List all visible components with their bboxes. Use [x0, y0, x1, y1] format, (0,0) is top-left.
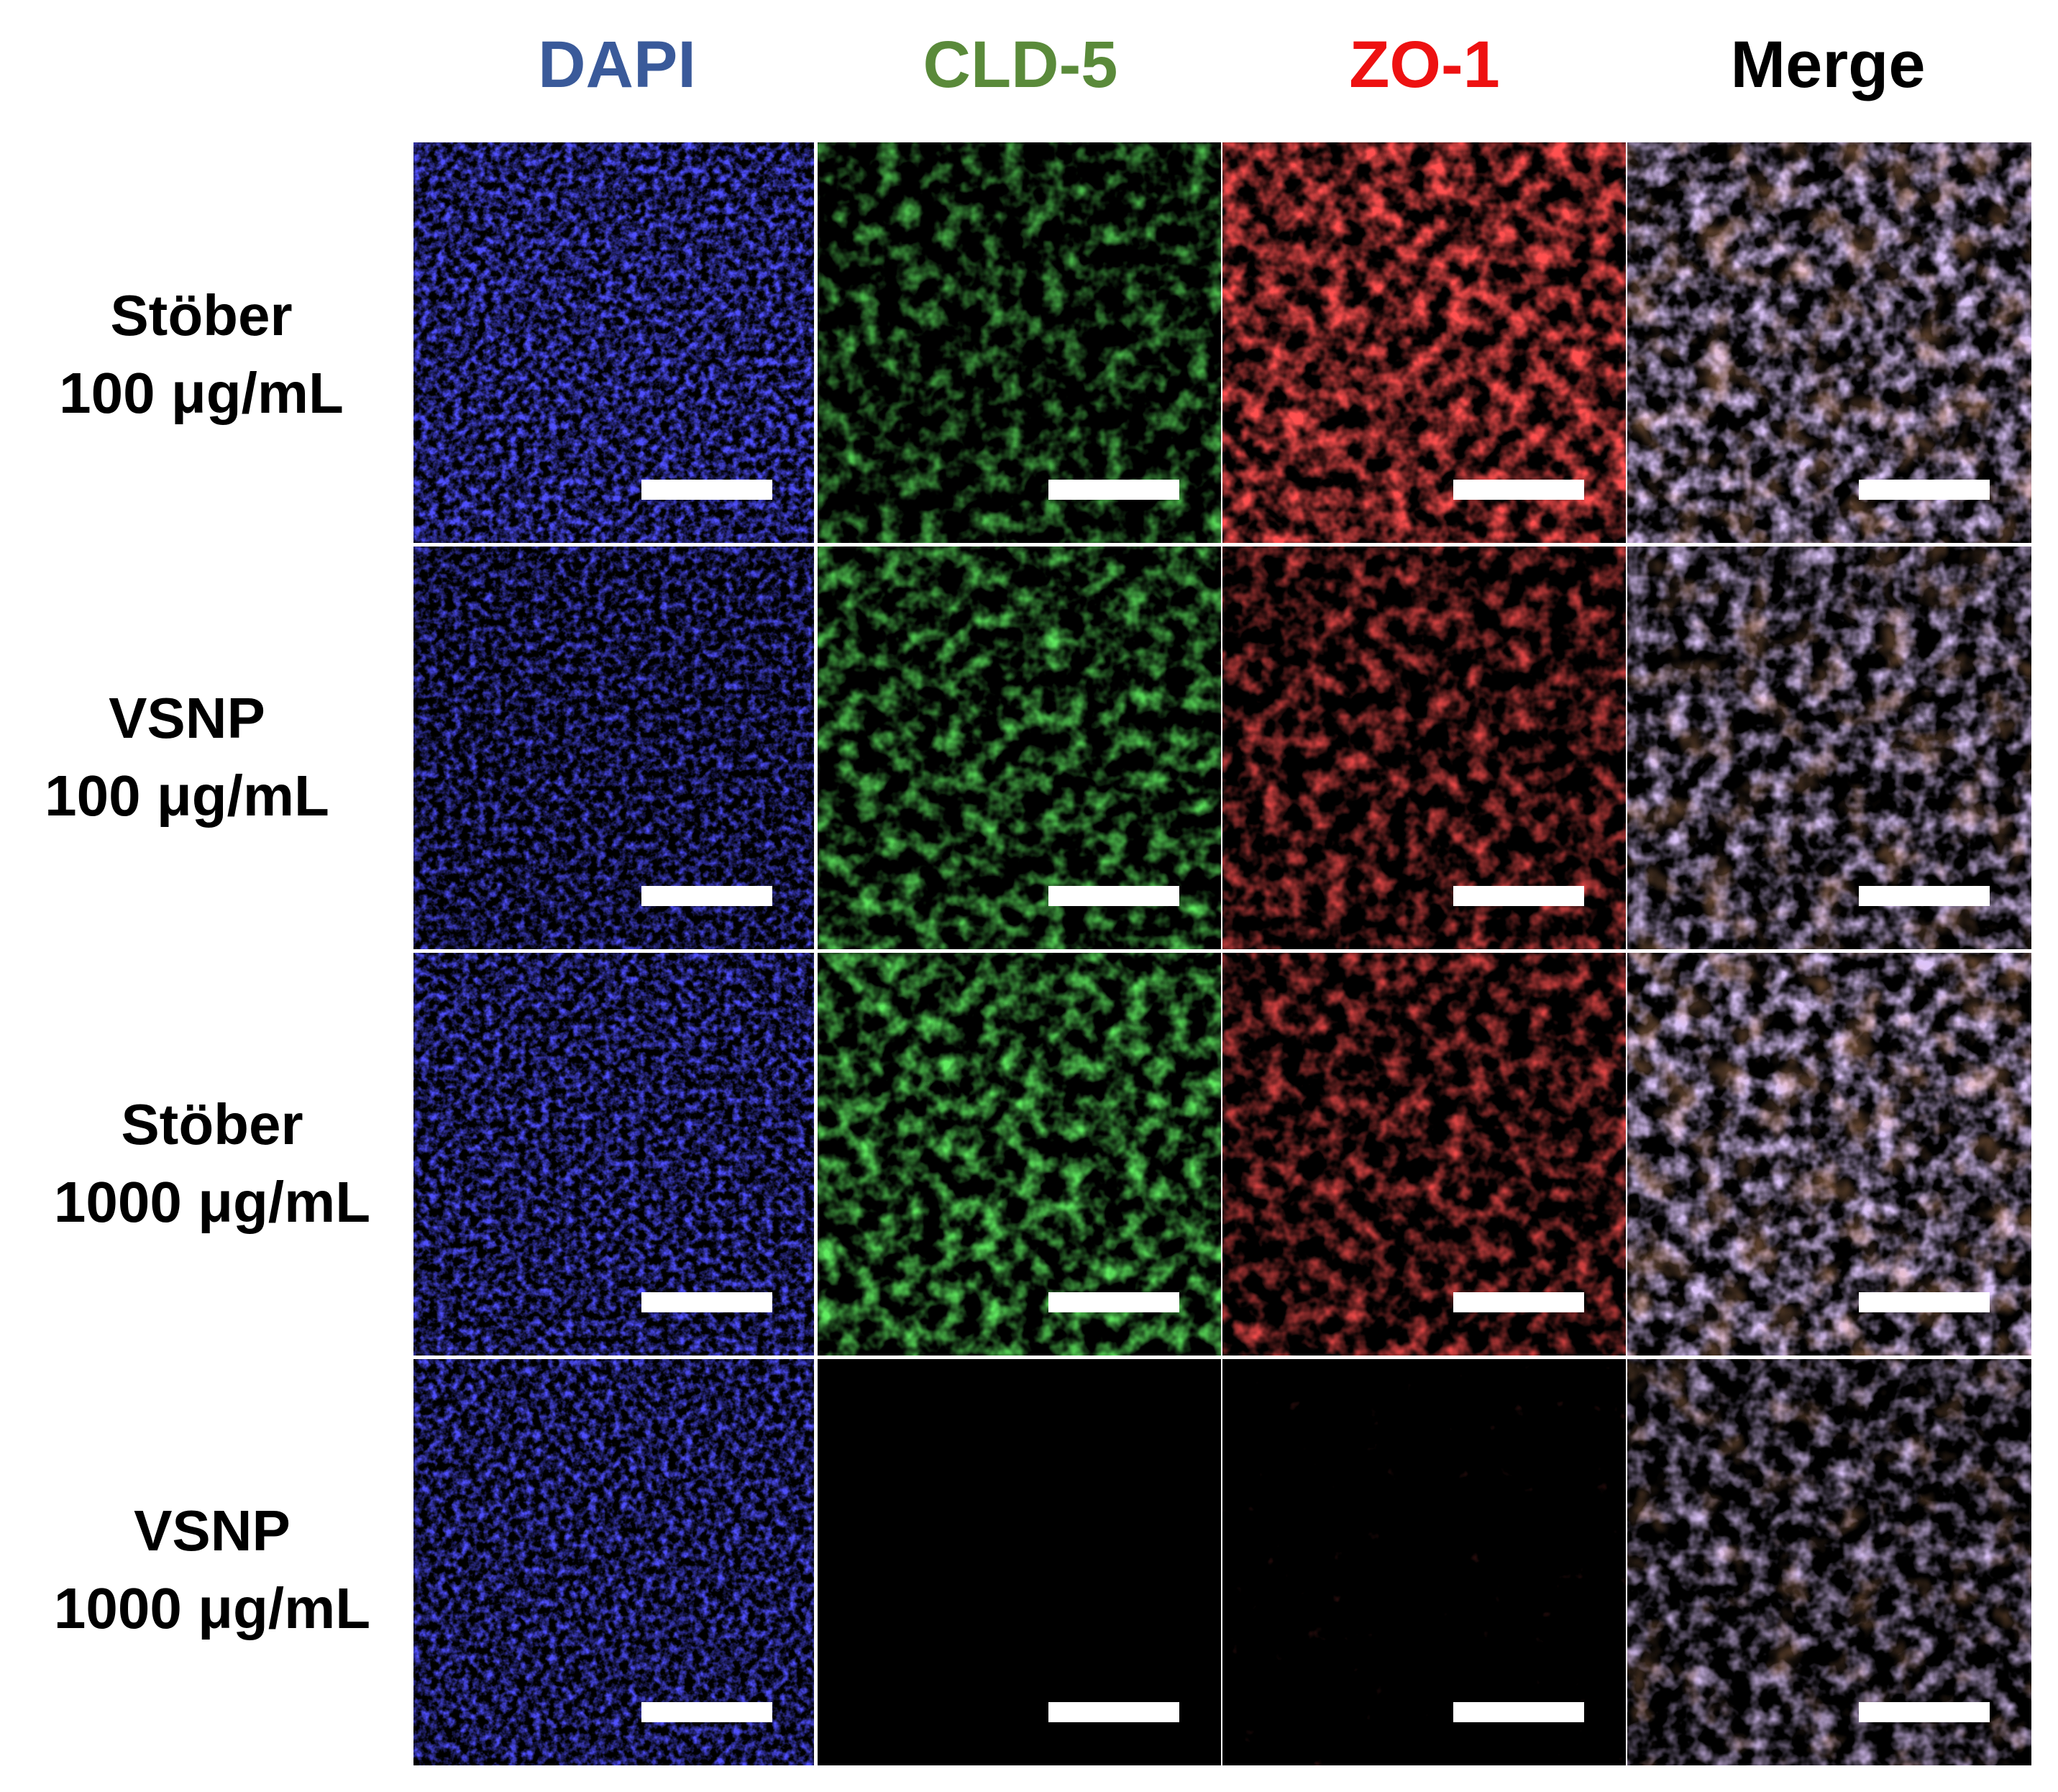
scale-bar [1453, 1702, 1584, 1722]
row-label-4: VSNP 1000 μg/mL [11, 1492, 413, 1647]
micrograph-merge-row-2 [1627, 547, 2031, 949]
column-header-cld5: CLD-5 [923, 28, 1118, 101]
micrograph-cld5-row-4 [818, 1359, 1221, 1765]
row-label-2-sample: VSNP [109, 686, 265, 750]
micrograph-merge-row-1 [1627, 142, 2031, 543]
column-header-merge: Merge [1730, 28, 1926, 101]
scale-bar [1048, 1702, 1179, 1722]
micrograph-dapi-row-2 [413, 547, 814, 949]
scale-bar [1859, 886, 1990, 906]
scale-bar [1859, 1292, 1990, 1312]
scale-bar [641, 1292, 772, 1312]
micrograph-cld5-row-2 [818, 547, 1221, 949]
micrograph-zo1-row-3 [1222, 953, 1626, 1356]
row-label-2-dose: 100 μg/mL [45, 764, 329, 828]
row-label-1: Stöber 100 μg/mL [0, 277, 403, 432]
micrograph-dapi-row-4 [413, 1359, 814, 1765]
micrograph-zo1-row-1 [1222, 142, 1626, 543]
column-header-dapi: DAPI [538, 28, 696, 101]
scale-bar [1859, 480, 1990, 500]
micrograph-dapi-row-3 [413, 953, 814, 1356]
scale-bar [1048, 886, 1179, 906]
micrograph-zo1-row-2 [1222, 547, 1626, 949]
micrograph-merge-row-3 [1627, 953, 2031, 1356]
scale-bar [1453, 1292, 1584, 1312]
micrograph-dapi-row-1 [413, 142, 814, 543]
row-label-2: VSNP 100 μg/mL [0, 680, 388, 835]
micrograph-zo1-row-4 [1222, 1359, 1626, 1765]
column-header-zo1: ZO-1 [1349, 28, 1500, 101]
scale-bar [1453, 480, 1584, 500]
row-label-4-dose: 1000 μg/mL [53, 1576, 371, 1640]
row-label-1-dose: 100 μg/mL [59, 361, 344, 425]
scale-bar [641, 480, 772, 500]
row-label-3: Stöber 1000 μg/mL [11, 1086, 413, 1241]
scale-bar [641, 1702, 772, 1722]
scale-bar [1048, 1292, 1179, 1312]
scale-bar [641, 886, 772, 906]
scale-bar [1048, 480, 1179, 500]
micrograph-cld5-row-1 [818, 142, 1221, 543]
row-label-4-sample: VSNP [134, 1499, 291, 1563]
micrograph-merge-row-4 [1627, 1359, 2031, 1765]
micrograph-cld5-row-3 [818, 953, 1221, 1356]
row-label-3-sample: Stöber [121, 1092, 303, 1156]
row-label-1-sample: Stöber [110, 283, 293, 347]
scale-bar [1859, 1702, 1990, 1722]
row-label-3-dose: 1000 μg/mL [53, 1170, 371, 1234]
scale-bar [1453, 886, 1584, 906]
